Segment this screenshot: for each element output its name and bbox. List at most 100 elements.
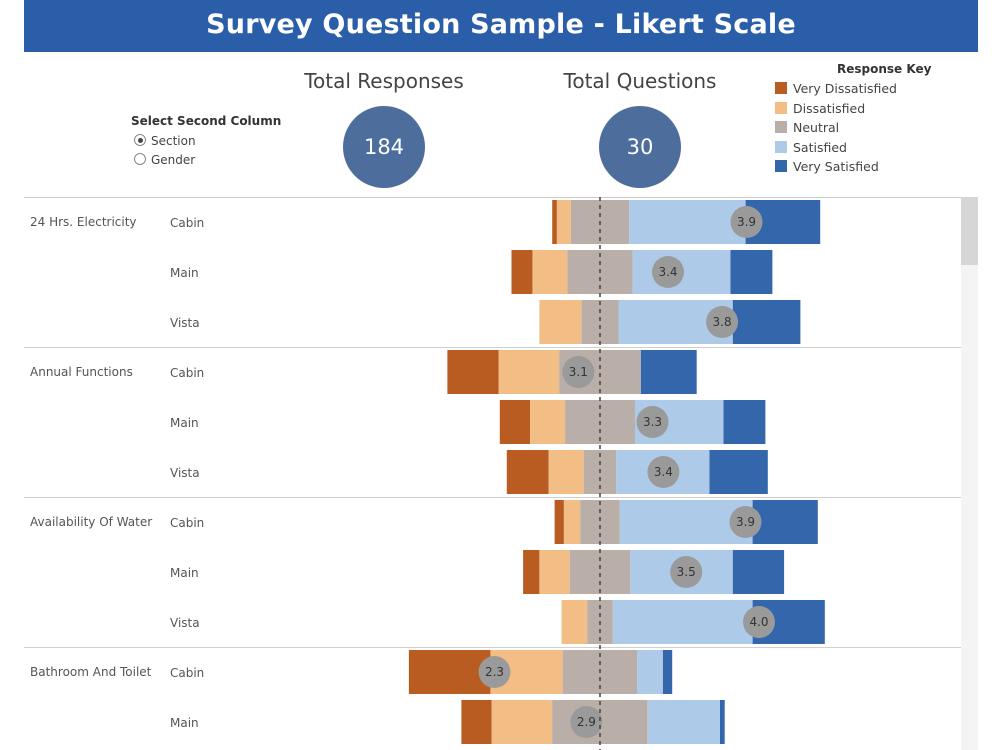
average-score-label: 3.1	[569, 365, 588, 379]
bar-segment-very-satisfied	[723, 400, 766, 444]
bar-segment-very-satisfied	[662, 650, 673, 694]
bar-segment-neutral	[581, 300, 619, 344]
radio-unchecked-icon[interactable]	[134, 153, 146, 165]
bar-segment-very-satisfied	[732, 300, 801, 344]
section-label: Vista	[170, 616, 200, 630]
section-label: Cabin	[170, 666, 204, 680]
bar-segment-very-satisfied	[732, 550, 785, 594]
legend-item-neutral: Neutral	[775, 120, 839, 135]
average-score-label: 3.8	[713, 315, 732, 329]
bar-segment-dissatisfied	[561, 600, 588, 644]
average-score-label: 3.9	[737, 215, 756, 229]
bar-segment-neutral	[580, 500, 620, 544]
average-score-circle	[478, 656, 511, 688]
bar-segment-dissatisfied	[539, 550, 570, 594]
total-responses-label: Total Responses	[304, 69, 464, 93]
legend-label: Very Satisfied	[793, 159, 879, 174]
bar-segment-neutral	[569, 550, 631, 594]
legend-label: Satisfied	[793, 140, 847, 155]
bar-segment-satisfied	[612, 600, 753, 644]
section-label: Main	[170, 416, 199, 430]
bar-segment-very-satisfied	[730, 250, 773, 294]
bar-segment-dissatisfied	[491, 700, 553, 744]
bar-segment-very-dissatisfied	[552, 200, 557, 244]
average-score-circle	[636, 406, 669, 438]
bar-segment-very-dissatisfied	[523, 550, 540, 594]
average-score-circle	[570, 706, 603, 738]
bar-segment-very-satisfied	[720, 700, 725, 744]
section-label: Vista	[170, 466, 200, 480]
section-label: Vista	[170, 316, 200, 330]
bar-segment-satisfied	[647, 700, 720, 744]
legend-swatch	[775, 102, 787, 114]
question-label: 24 Hrs. Electricity	[30, 215, 137, 229]
total-questions-value: 30	[599, 106, 681, 188]
bar-segment-very-satisfied	[709, 450, 768, 494]
legend-label: Very Dissatisfied	[793, 81, 897, 96]
bar-segment-very-dissatisfied	[408, 650, 491, 694]
bar-segment-very-dissatisfied	[511, 250, 533, 294]
total-questions-label: Total Questions	[563, 69, 717, 93]
average-score-label: 2.3	[485, 665, 504, 679]
legend-item-satisfied: Satisfied	[775, 140, 847, 155]
bar-segment-very-dissatisfied	[499, 400, 531, 444]
bar-segment-very-dissatisfied	[447, 350, 499, 394]
average-score-label: 3.5	[677, 565, 696, 579]
radio-label-section: Section	[151, 134, 196, 148]
section-label: Cabin	[170, 516, 204, 530]
section-label: Main	[170, 716, 199, 730]
average-score-label: 4.0	[749, 615, 768, 629]
question-label: Availability Of Water	[30, 515, 152, 529]
bar-segment-very-satisfied	[640, 350, 697, 394]
legend-swatch	[775, 160, 787, 172]
question-label: Annual Functions	[30, 365, 133, 379]
bar-segment-satisfied	[629, 200, 746, 244]
dashboard-title: Survey Question Sample - Likert Scale	[24, 0, 978, 52]
bar-segment-dissatisfied	[548, 450, 584, 494]
radio-label-gender: Gender	[151, 153, 196, 167]
bar-segment-very-dissatisfied	[506, 450, 549, 494]
bar-segment-dissatisfied	[556, 200, 571, 244]
bar-segment-very-dissatisfied	[461, 700, 492, 744]
legend-item-very-dissatisfied: Very Dissatisfied	[775, 81, 897, 96]
radio-checked-icon[interactable]	[134, 134, 146, 146]
legend-label: Neutral	[793, 120, 840, 135]
bar-segment-dissatisfied	[539, 300, 582, 344]
average-score-circle	[706, 306, 739, 338]
average-score-circle	[730, 206, 763, 238]
total-responses-value: 184	[343, 106, 425, 188]
radio-option-gender[interactable]: Gender	[134, 153, 195, 167]
average-score-label: 3.9	[736, 515, 755, 529]
average-score-circle	[729, 506, 762, 538]
legend-swatch	[775, 141, 787, 153]
average-score-circle	[670, 556, 703, 588]
average-score-circle	[562, 356, 595, 388]
scrollbar-track[interactable]	[961, 197, 978, 750]
scrollbar-thumb[interactable]	[961, 197, 978, 265]
bar-segment-very-dissatisfied	[554, 500, 564, 544]
legend-swatch	[775, 82, 787, 94]
average-score-circle	[652, 256, 684, 288]
bar-segment-very-satisfied	[752, 500, 818, 544]
radio-option-section[interactable]: Section	[134, 134, 196, 148]
average-score-label: 3.3	[643, 415, 662, 429]
question-label: Bathroom And Toilet	[30, 665, 152, 679]
legend-title: Response Key	[837, 62, 932, 76]
legend-label: Dissatisfied	[793, 101, 866, 116]
section-label: Cabin	[170, 366, 204, 380]
section-label: Main	[170, 566, 199, 580]
average-score-label: 3.4	[658, 265, 677, 279]
bar-segment-dissatisfied	[530, 400, 566, 444]
section-label: Main	[170, 266, 199, 280]
legend-item-dissatisfied: Dissatisfied	[775, 101, 865, 116]
average-score-label: 3.4	[654, 465, 673, 479]
average-score-circle	[743, 606, 775, 638]
average-score-circle	[647, 456, 680, 488]
bar-segment-dissatisfied	[563, 500, 581, 544]
section-label: Cabin	[170, 216, 204, 230]
bar-segment-dissatisfied	[532, 250, 568, 294]
select-column-title: Select Second Column	[131, 114, 282, 128]
average-score-label: 2.9	[577, 715, 596, 729]
legend-swatch	[775, 121, 787, 133]
